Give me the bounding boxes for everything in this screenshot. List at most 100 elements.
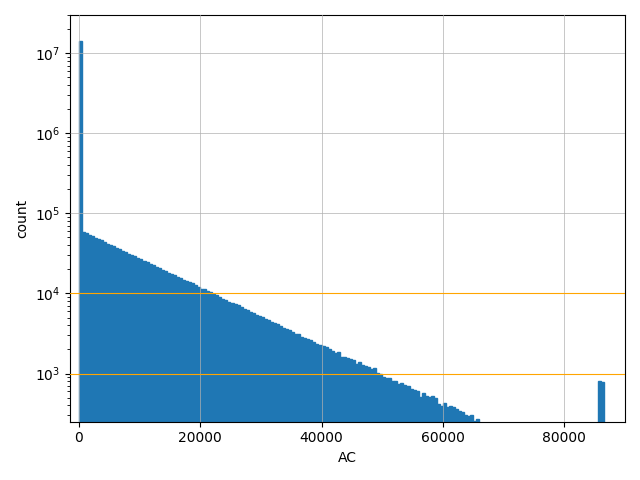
Bar — [145, 262, 148, 480]
Bar — [370, 369, 373, 480]
Bar — [410, 389, 413, 480]
Bar — [403, 385, 406, 480]
Bar — [470, 415, 473, 480]
Bar — [397, 384, 401, 480]
Bar — [316, 344, 319, 480]
Bar — [176, 277, 179, 480]
Bar — [294, 334, 297, 480]
Bar — [333, 353, 337, 480]
Bar — [434, 398, 437, 480]
Bar — [358, 361, 361, 480]
Bar — [285, 329, 288, 480]
Bar — [552, 453, 556, 480]
Bar — [328, 348, 331, 480]
Bar — [267, 320, 270, 480]
Bar — [258, 316, 261, 480]
Bar — [452, 407, 455, 480]
Bar — [446, 408, 449, 480]
Bar — [140, 259, 143, 480]
Bar — [321, 347, 324, 480]
Bar — [331, 350, 333, 480]
Bar — [419, 397, 422, 480]
Bar — [324, 348, 328, 480]
Bar — [148, 264, 152, 480]
Bar — [579, 473, 582, 480]
Bar — [567, 460, 570, 480]
Bar — [519, 441, 522, 480]
Bar — [346, 359, 349, 480]
Bar — [413, 390, 415, 480]
Bar — [388, 378, 391, 480]
Bar — [115, 248, 118, 480]
Bar — [528, 442, 531, 480]
Bar — [194, 285, 197, 480]
Bar — [582, 461, 586, 480]
Bar — [509, 436, 513, 480]
Bar — [225, 300, 227, 480]
Bar — [394, 381, 397, 480]
Bar — [564, 468, 567, 480]
Bar — [558, 464, 561, 480]
Bar — [437, 404, 440, 480]
Bar — [570, 470, 573, 480]
Bar — [531, 448, 534, 480]
Bar — [382, 377, 385, 480]
Bar — [152, 265, 155, 480]
Bar — [492, 430, 495, 480]
Bar — [415, 392, 419, 480]
Bar — [127, 254, 131, 480]
Bar — [297, 334, 300, 480]
Bar — [352, 360, 355, 480]
Bar — [355, 364, 358, 480]
Bar — [197, 287, 200, 480]
Bar — [185, 281, 188, 480]
Bar — [85, 233, 88, 480]
Bar — [230, 303, 234, 480]
Bar — [340, 357, 343, 480]
Bar — [307, 339, 309, 480]
Bar — [209, 292, 212, 480]
Bar — [88, 235, 91, 480]
Bar — [212, 294, 215, 480]
Bar — [385, 378, 388, 480]
Bar — [106, 244, 109, 480]
Bar — [243, 309, 246, 480]
Bar — [458, 411, 461, 480]
Bar — [103, 242, 106, 480]
Bar — [215, 295, 218, 480]
Bar — [406, 386, 410, 480]
Bar — [379, 374, 382, 480]
Bar — [131, 255, 133, 480]
Bar — [264, 319, 267, 480]
Bar — [252, 312, 255, 480]
Bar — [279, 326, 282, 480]
Bar — [443, 403, 446, 480]
Bar — [143, 261, 145, 480]
Bar — [282, 328, 285, 480]
Bar — [234, 304, 237, 480]
Bar — [440, 406, 443, 480]
Bar — [573, 468, 577, 480]
Bar — [431, 396, 434, 480]
Bar — [495, 428, 497, 480]
Bar — [261, 317, 264, 480]
Bar — [91, 236, 94, 480]
Bar — [239, 307, 243, 480]
Bar — [246, 310, 249, 480]
Bar — [467, 417, 470, 480]
Bar — [337, 352, 340, 480]
Bar — [155, 266, 157, 480]
Bar — [376, 373, 379, 480]
Bar — [179, 278, 182, 480]
Bar — [79, 41, 82, 480]
Bar — [485, 423, 488, 480]
Bar — [476, 419, 479, 480]
Bar — [349, 359, 352, 480]
Bar — [595, 478, 598, 480]
Bar — [343, 357, 346, 480]
Bar — [577, 462, 579, 480]
Bar — [449, 406, 452, 480]
Bar — [461, 412, 464, 480]
Bar — [164, 271, 167, 480]
Bar — [161, 270, 164, 480]
